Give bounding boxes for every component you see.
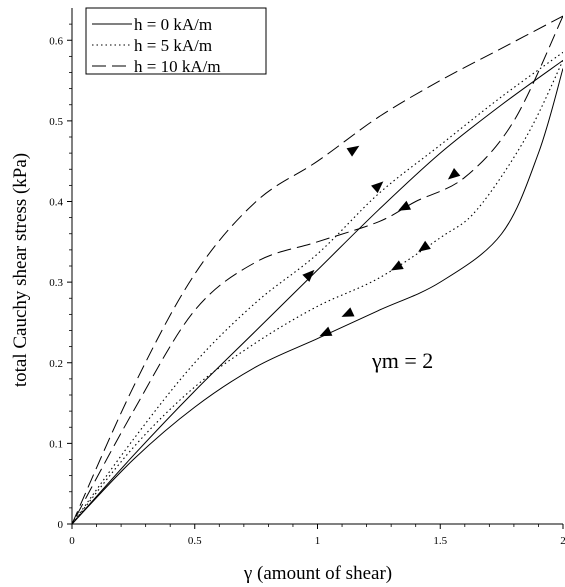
series-0-unloading-line	[72, 68, 563, 524]
legend-label-2: h = 10 kA/m	[134, 57, 221, 76]
legend-label-0: h = 0 kA/m	[134, 15, 212, 34]
x-tick-label: 0	[69, 535, 75, 547]
y-tick-label: 0.1	[49, 438, 63, 450]
direction-arrow	[447, 168, 461, 180]
direction-arrow	[371, 181, 384, 194]
direction-arrow	[341, 307, 355, 317]
direction-arrow	[398, 200, 412, 211]
y-axis-label: total Cauchy shear stress (kPa)	[10, 153, 31, 387]
y-tick-label: 0.6	[49, 35, 63, 47]
y-tick-label: 0	[58, 519, 64, 531]
direction-arrow	[390, 260, 404, 271]
legend-box	[85, 7, 267, 75]
series-0-loading-line	[72, 60, 563, 524]
series-2-loading-line	[72, 15, 563, 524]
y-tick-label: 0.5	[49, 116, 63, 128]
legend-label-1: h = 5 kA/m	[134, 36, 212, 55]
x-axis-label: γ (amount of shear)	[243, 563, 392, 584]
x-tick-label: 0.5	[188, 535, 202, 547]
x-tick-label: 1.5	[433, 535, 447, 547]
direction-arrow	[302, 269, 315, 282]
series-1-loading-line	[72, 51, 563, 524]
arrows	[302, 145, 461, 337]
y-tick-label: 0.4	[49, 197, 63, 209]
x-tick-label: 2	[560, 535, 565, 547]
legend: h = 0 kA/m h = 5 kA/m h = 10 kA/m	[85, 7, 267, 76]
annotation-gamma-m: γm = 2	[371, 348, 433, 373]
series-1-unloading-line	[72, 60, 563, 524]
series-2-unloading-line	[72, 15, 563, 524]
direction-arrow	[346, 145, 360, 157]
y-tick-label: 0.2	[49, 358, 63, 370]
direction-arrow	[418, 240, 431, 252]
direction-arrow	[319, 326, 333, 337]
y-tick-label: 0.3	[49, 277, 63, 289]
plot-lines	[72, 15, 563, 524]
x-tick-label: 1	[315, 535, 321, 547]
axes	[71, 8, 563, 525]
ticks: 0 0.5 1 1.5 2 0 0.1 0.2 0.3 0.4 0.5 0.6	[49, 23, 565, 547]
